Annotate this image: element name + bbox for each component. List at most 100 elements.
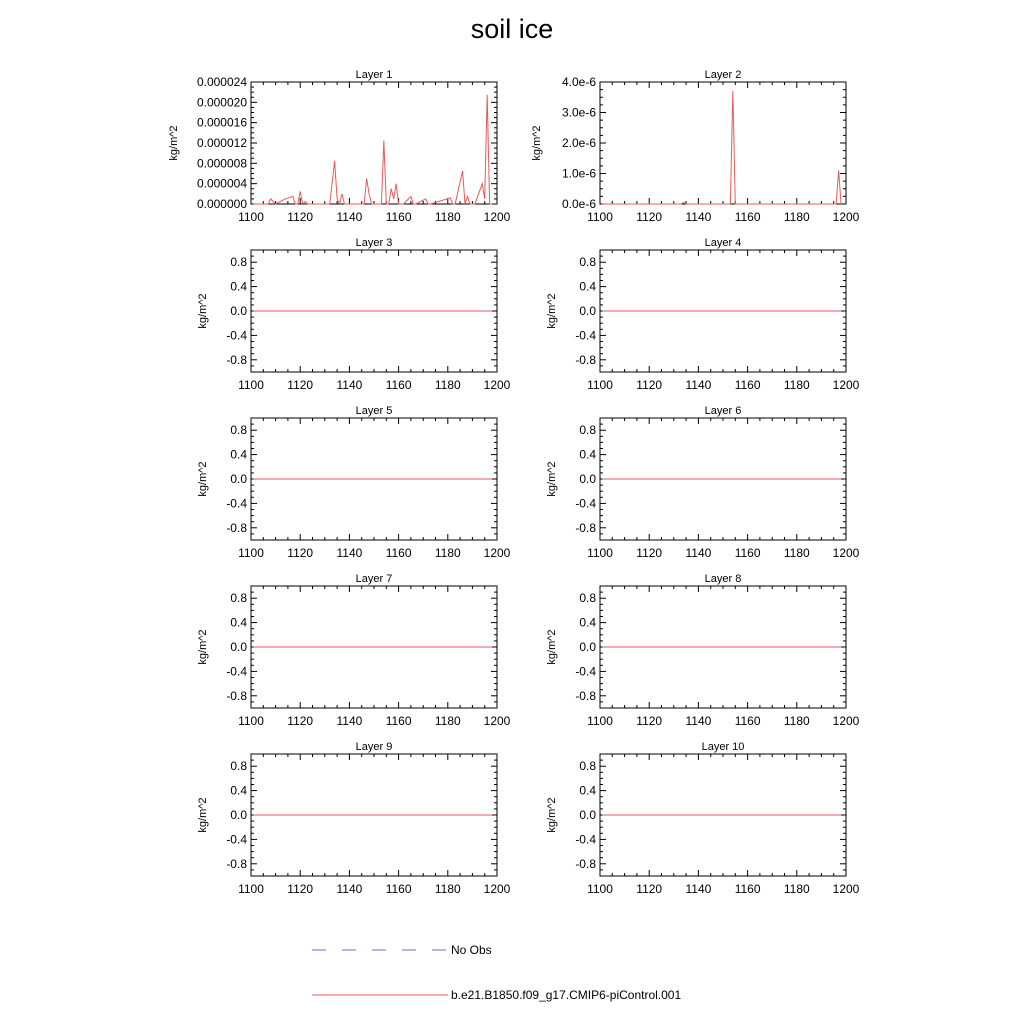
panel-layer-9: Layer 9 1100 1120 1140 1160 1180 1200 -0.8 -0.4 0… xyxy=(197,741,511,896)
x-tick-label: 1180 xyxy=(435,210,461,224)
x-tick-label: 1180 xyxy=(435,714,461,728)
x-tick-label: 1140 xyxy=(336,378,362,392)
x-tick-label: 1100 xyxy=(238,714,264,728)
y-tick-label: -0.4 xyxy=(575,832,596,846)
y-tick-label: -0.8 xyxy=(226,353,247,367)
y-tick-label: 0.4 xyxy=(579,616,596,630)
x-tick-label: 1200 xyxy=(484,714,511,728)
series-line xyxy=(253,94,493,206)
y-tick-label: 0.0 xyxy=(579,304,596,318)
y-tick-label: 0.0 xyxy=(579,640,596,654)
y-tick-label: -0.4 xyxy=(575,496,596,510)
x-tick-label: 1180 xyxy=(784,210,810,224)
x-tick-label: 1120 xyxy=(287,210,313,224)
x-tick-label: 1140 xyxy=(685,210,711,224)
y-tick-label: 0.0 xyxy=(230,808,247,822)
panel-title: Layer 4 xyxy=(705,237,742,249)
y-tick-label: -0.4 xyxy=(575,664,596,678)
y-axis-label: kg/m^2 xyxy=(546,629,558,664)
panel-title: Layer 2 xyxy=(705,69,742,81)
x-tick-label: 1140 xyxy=(685,714,711,728)
y-axis-label: kg/m^2 xyxy=(546,797,558,832)
y-tick-label: 0.0 xyxy=(579,808,596,822)
x-tick-label: 1140 xyxy=(336,210,362,224)
x-tick-label: 1180 xyxy=(784,714,810,728)
x-tick-label: 1160 xyxy=(735,210,761,224)
x-tick-label: 1160 xyxy=(386,210,412,224)
x-tick-label: 1140 xyxy=(685,378,711,392)
y-tick-label: 0.4 xyxy=(230,616,247,630)
y-tick-label: 0.8 xyxy=(230,423,247,437)
y-tick-label: 0.4 xyxy=(230,280,247,294)
x-tick-label: 1180 xyxy=(435,378,461,392)
plot-frame xyxy=(250,81,498,205)
y-tick-label: 0.0e-6 xyxy=(562,197,596,211)
x-tick-label: 1140 xyxy=(685,882,711,896)
x-tick-label: 1120 xyxy=(636,378,662,392)
x-tick-label: 1100 xyxy=(587,714,613,728)
x-tick-label: 1100 xyxy=(238,378,264,392)
x-tick-label: 1160 xyxy=(735,546,761,560)
plot-frame xyxy=(599,81,847,205)
panel-layer-7: Layer 7 1100 1120 1140 1160 1180 1200 -0.8 -0.4 0… xyxy=(197,573,511,728)
x-tick-label: 1160 xyxy=(735,882,761,896)
y-tick-label: 0.8 xyxy=(230,255,247,269)
y-tick-label: 0.4 xyxy=(579,280,596,294)
x-tick-label: 1100 xyxy=(587,882,613,896)
y-tick-label: 2.0e-6 xyxy=(562,136,596,150)
x-tick-label: 1140 xyxy=(685,546,711,560)
x-tick-label: 1100 xyxy=(587,378,613,392)
y-tick-label: 0.8 xyxy=(579,255,596,269)
panel-title: Layer 7 xyxy=(356,573,393,585)
panel-title: Layer 5 xyxy=(356,405,393,417)
y-tick-label: 1.0e-6 xyxy=(562,167,596,181)
y-tick-label: -0.8 xyxy=(226,857,247,871)
x-tick-label: 1200 xyxy=(484,378,511,392)
y-tick-label: 0.000012 xyxy=(197,136,247,150)
x-tick-label: 1120 xyxy=(636,210,662,224)
y-tick-label: -0.8 xyxy=(226,689,247,703)
y-tick-label: -0.8 xyxy=(226,521,247,535)
x-tick-label: 1180 xyxy=(784,546,810,560)
y-axis-label: kg/m^2 xyxy=(168,125,180,160)
x-tick-label: 1120 xyxy=(287,546,313,560)
x-tick-label: 1120 xyxy=(636,546,662,560)
y-tick-label: 0.000024 xyxy=(197,75,247,89)
x-tick-label: 1180 xyxy=(435,882,461,896)
panel-title: Layer 9 xyxy=(356,741,393,753)
y-tick-label: 0.0 xyxy=(230,640,247,654)
y-tick-label: 0.4 xyxy=(579,784,596,798)
y-axis-label: kg/m^2 xyxy=(197,461,209,496)
y-tick-label: 0.000016 xyxy=(197,116,247,130)
x-tick-label: 1140 xyxy=(336,546,362,560)
legend: No Obs b.e21.B1850.f09_g17.CMIP6-piContr… xyxy=(312,943,681,1002)
y-tick-label: -0.4 xyxy=(226,328,247,342)
y-tick-label: -0.8 xyxy=(575,857,596,871)
y-axis-label: kg/m^2 xyxy=(531,125,543,160)
x-tick-label: 1200 xyxy=(833,882,860,896)
x-tick-label: 1180 xyxy=(784,882,810,896)
y-axis-label: kg/m^2 xyxy=(546,461,558,496)
x-tick-label: 1120 xyxy=(636,882,662,896)
y-tick-label: -0.4 xyxy=(226,832,247,846)
panel-layer-1: Layer 1 1100 1120 1140 1160 1180 1200 0.000000 0… xyxy=(168,69,511,224)
y-axis-label: kg/m^2 xyxy=(197,629,209,664)
y-tick-label: 0.8 xyxy=(230,759,247,773)
y-tick-label: 0.0 xyxy=(579,472,596,486)
y-tick-label: 0.0 xyxy=(230,472,247,486)
panel-layer-8: Layer 8 1100 1120 1140 1160 1180 1200 -0.8 -0.4 0… xyxy=(546,573,860,728)
x-tick-label: 1200 xyxy=(833,378,860,392)
x-tick-label: 1160 xyxy=(386,714,412,728)
x-tick-label: 1200 xyxy=(484,210,511,224)
x-tick-label: 1160 xyxy=(386,546,412,560)
x-tick-label: 1180 xyxy=(435,546,461,560)
x-tick-label: 1100 xyxy=(587,210,613,224)
y-tick-label: -0.4 xyxy=(575,328,596,342)
x-tick-label: 1160 xyxy=(735,378,761,392)
x-tick-label: 1180 xyxy=(784,378,810,392)
x-tick-label: 1200 xyxy=(833,210,860,224)
x-tick-label: 1100 xyxy=(238,210,264,224)
legend-label-no-obs: No Obs xyxy=(451,943,492,957)
y-tick-label: -0.4 xyxy=(226,664,247,678)
